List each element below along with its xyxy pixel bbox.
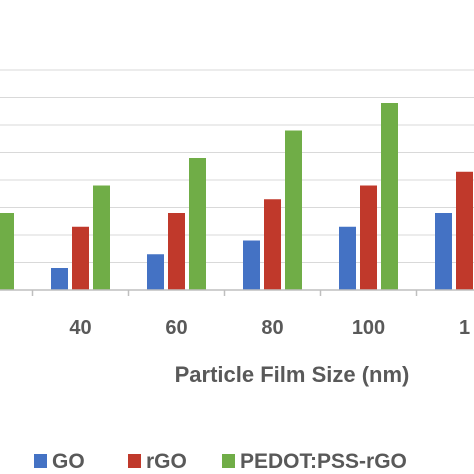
x-axis-title: Particle Film Size (nm) [175,362,410,387]
legend-swatch-pedot-pss-rgo [222,454,235,468]
legend-label-go: GO [52,450,85,473]
bar-pedot-pss-rgo-100 [381,103,398,290]
legend-swatch-rgo [128,454,141,468]
bar-pedot-pss-rgo-80 [285,130,302,290]
bars [0,103,473,290]
bar-rgo-40 [72,226,89,290]
bar-rgo-60 [168,213,185,290]
legend-label-pedot-pss-rgo: PEDOT:PSS-rGO [240,450,407,473]
legend-label-rgo: rGO [146,450,187,473]
x-tick-label: 60 [165,317,187,339]
bar-go-100 [339,226,356,290]
x-tick-label: 80 [261,317,283,339]
x-axis: 04060801001 [0,289,474,339]
bar-go-120 [435,213,452,290]
legend: GO rGO PEDOT:PSS-rGO [34,450,407,473]
x-tick-label: 100 [352,317,385,339]
bar-pedot-pss-rgo-20 [0,213,14,290]
x-tick-label: 40 [69,317,91,339]
bar-go-80 [243,240,260,290]
bar-rgo-80 [264,199,281,290]
gridlines [0,69,474,291]
legend-swatch-go [34,454,47,468]
bar-rgo-100 [360,185,377,290]
bar-go-40 [51,268,68,290]
bar-pedot-pss-rgo-60 [189,158,206,290]
x-tick-label: 1 [459,317,470,339]
bar-rgo-120 [456,171,473,290]
bar-pedot-pss-rgo-40 [93,185,110,290]
bar-go-60 [147,254,164,290]
